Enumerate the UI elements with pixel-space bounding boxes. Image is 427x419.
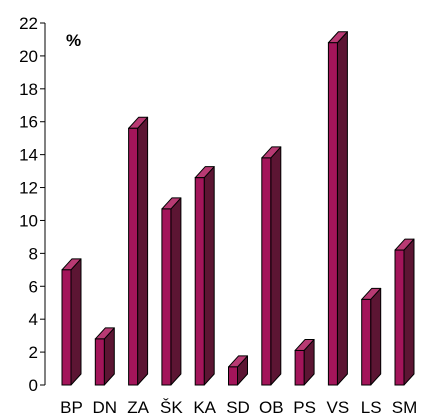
y-axis: 0 2 4 6 8 10 12 14 16 18 20 22 <box>19 14 46 395</box>
y-tick-label: 16 <box>19 113 38 132</box>
bar-front <box>94 338 105 386</box>
x-tick-label: OB <box>259 398 284 417</box>
bar-KA <box>194 166 215 386</box>
y-tick-label: 22 <box>19 14 38 33</box>
bar-side <box>370 287 382 386</box>
x-tick-label: VS <box>327 398 350 417</box>
x-tick-label: LS <box>361 398 382 417</box>
y-tick-label: 14 <box>19 146 38 165</box>
x-tick-label: ŠK <box>160 398 183 417</box>
bar-front <box>61 269 72 386</box>
bar-front <box>261 157 272 386</box>
bar-PS <box>294 338 315 386</box>
bar-front <box>294 349 305 386</box>
bar-side <box>170 197 182 386</box>
x-axis: BP DN ZA ŠK KA SD OB PS VS LS SM <box>60 398 417 417</box>
bar-front <box>394 249 405 386</box>
y-tick-label: 10 <box>19 211 38 230</box>
bar-side <box>336 31 348 386</box>
y-tick-label: 20 <box>19 47 38 66</box>
bar-front <box>161 208 172 386</box>
bar-front <box>327 42 338 386</box>
x-tick-label: PS <box>293 398 316 417</box>
bar-front <box>228 366 238 386</box>
bar-front <box>361 298 372 386</box>
bar-front <box>128 127 139 386</box>
bar-side <box>270 146 282 386</box>
bar-VS <box>327 31 348 386</box>
x-tick-label: KA <box>193 398 216 417</box>
bar-BP <box>61 258 82 386</box>
x-tick-label: DN <box>93 398 118 417</box>
x-tick-label: SD <box>226 398 250 417</box>
bar-side <box>70 258 82 386</box>
bar-side <box>203 166 215 386</box>
bar-side <box>403 238 415 386</box>
bar-side <box>137 116 149 386</box>
bar-ŠK <box>161 197 182 386</box>
y-tick-label: 4 <box>29 310 38 329</box>
bar-front <box>194 177 205 386</box>
bar-ZA <box>128 116 149 386</box>
y-tick-label: 12 <box>19 179 38 198</box>
bar-DN <box>94 327 115 386</box>
y-tick-label: 8 <box>29 244 38 263</box>
y-tick-label: 2 <box>29 343 38 362</box>
bar-OB <box>261 146 282 386</box>
y-tick-label: 18 <box>19 80 38 99</box>
bars <box>61 31 415 386</box>
x-tick-label: SM <box>392 398 418 417</box>
y-tick-label: 0 <box>29 376 38 395</box>
bar-LS <box>361 287 382 386</box>
x-tick-label: ZA <box>127 398 149 417</box>
y-axis-label: % <box>66 31 81 50</box>
bar-SM <box>394 238 415 386</box>
y-tick-label: 6 <box>29 277 38 296</box>
bar-SD <box>228 355 248 386</box>
x-tick-label: BP <box>60 398 83 417</box>
